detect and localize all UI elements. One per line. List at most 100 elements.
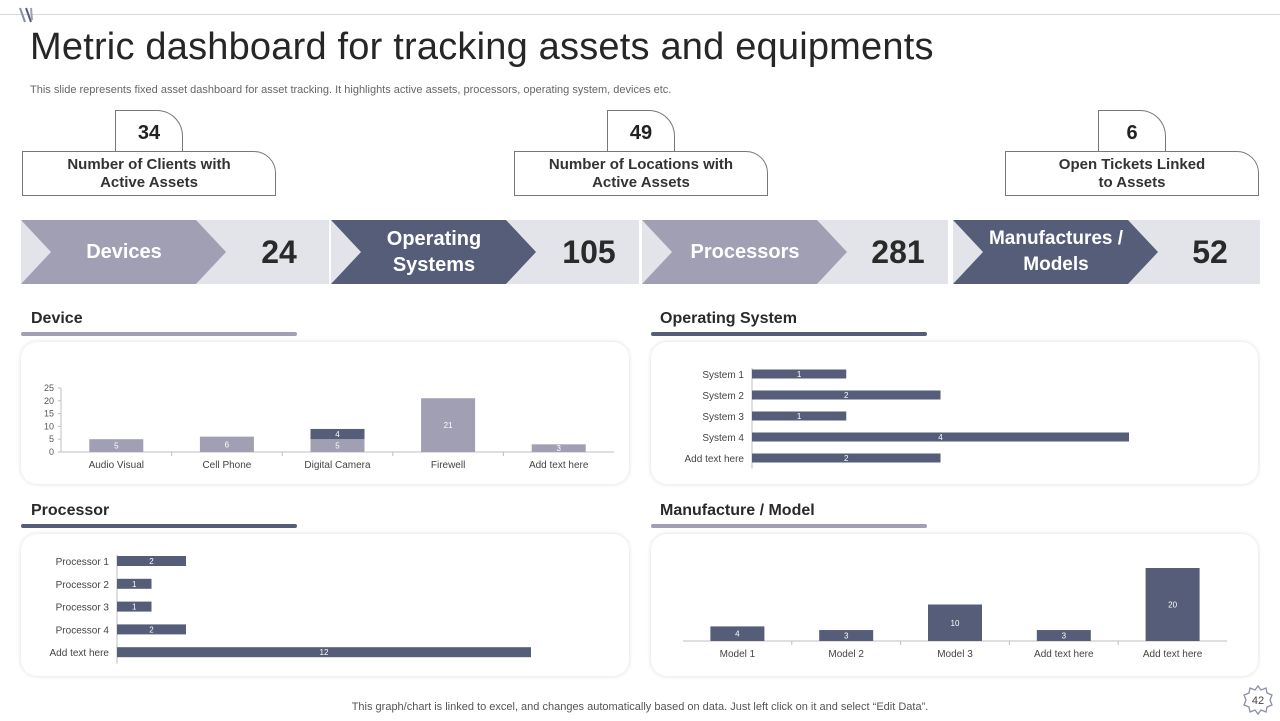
kpi-label: Number of Clients with Active Assets: [22, 151, 276, 196]
y-tick-label: 25: [44, 383, 54, 393]
category-label: Add text here: [1143, 649, 1203, 660]
manufacture-bar-chart[interactable]: 4 Model 1 3 Model 2 10 Model 3 3 Add text here 2…: [651, 534, 1258, 676]
category-label: Model 1: [720, 649, 756, 660]
manufacture-chart-panel[interactable]: 4 Model 1 3 Model 2 10 Model 3 3 Add text here 2…: [651, 534, 1258, 676]
category-arrow: [21, 220, 226, 284]
category-label: Processors: [690, 241, 800, 263]
data-label: 2: [844, 391, 849, 400]
category-label: Model 2: [828, 649, 864, 660]
data-label: 3: [556, 444, 561, 453]
data-label: 12: [320, 648, 329, 657]
section-title-device: Device: [31, 310, 83, 327]
category-processors: Processors 281: [642, 220, 948, 284]
bar: [89, 439, 144, 452]
bar: [1036, 630, 1091, 641]
bar: [752, 453, 941, 463]
kpi-label-line2: Active Assets: [592, 173, 690, 191]
logo-icon: [19, 7, 33, 23]
category-value: 105: [562, 233, 616, 270]
processor-bar-chart[interactable]: 2 Processor 1 1 Processor 2 1 Processor 3 2 Pro…: [21, 534, 629, 676]
category-label: Processor 3: [56, 603, 110, 614]
data-label: 1: [797, 412, 802, 421]
section-underline: [651, 524, 927, 528]
category-manufactures-models: Manufactures / Models 52: [953, 220, 1260, 284]
category-label: Firewell: [431, 460, 465, 471]
kpi-label: Number of Locations with Active Assets: [514, 151, 768, 196]
bar: [117, 556, 186, 566]
category-label: Add text here: [50, 648, 110, 659]
data-label: 1: [797, 370, 802, 379]
page-number-badge: 42: [1242, 684, 1274, 716]
section-underline: [21, 332, 297, 336]
top-divider: [0, 14, 1280, 15]
processor-chart-panel[interactable]: 2 Processor 1 1 Processor 2 1 Processor 3 2 Pro…: [21, 534, 629, 676]
data-label: 5: [114, 442, 119, 451]
device-bar-chart[interactable]: 0 5 10 15 20 25 5 Audio Visual 6 Cell Phone 5 4 Digi…: [21, 342, 629, 484]
bar: [117, 601, 152, 612]
bar: [117, 624, 186, 635]
category-label: Add text here: [685, 454, 745, 465]
data-label: 1: [132, 580, 137, 589]
category-arrow: [642, 220, 847, 284]
category-label: Add text here: [529, 460, 589, 471]
bar: [117, 647, 531, 658]
data-label: 2: [149, 625, 154, 634]
os-bar-chart[interactable]: 1 System 1 2 System 2 1 System 3 4 System 4 2 Add…: [651, 342, 1258, 484]
category-label: Digital Camera: [304, 460, 371, 471]
category-label: Audio Visual: [89, 460, 144, 471]
data-label: 10: [951, 619, 960, 628]
category-label: Cell Phone: [202, 460, 251, 471]
bar: [1145, 568, 1200, 641]
category-label: System 1: [702, 370, 744, 381]
category-operating-systems: Operating Systems 105: [331, 220, 639, 284]
bar: [421, 398, 476, 452]
bar: [928, 604, 982, 641]
y-tick-label: 10: [44, 421, 54, 431]
gear-icon: 42: [1243, 684, 1273, 716]
kpi-value: 49: [607, 110, 675, 153]
kpi-label-line1: Number of Locations with: [548, 155, 734, 173]
category-devices: Devices 24: [21, 220, 329, 284]
kpi-label-line1: Open Tickets Linked: [1058, 155, 1206, 173]
section-title-manufacture: Manufacture / Model: [660, 502, 815, 519]
section-title-processor: Processor: [31, 502, 110, 519]
category-label: Processor 4: [56, 625, 110, 636]
data-label: 3: [844, 632, 849, 641]
bar: [752, 390, 941, 400]
category-label: Processor 1: [56, 557, 110, 568]
device-chart-panel[interactable]: 0 5 10 15 20 25 5 Audio Visual 6 Cell Phone 5 4 Digi…: [21, 342, 629, 484]
bar: [310, 428, 365, 440]
section-underline: [651, 332, 927, 336]
kpi-clients: 34 Number of Clients with Active Assets: [22, 110, 277, 196]
kpi-label-line2: to Assets: [1098, 173, 1166, 191]
section-title-os: Operating System: [660, 310, 797, 327]
y-tick-label: 5: [49, 434, 54, 444]
y-tick-label: 0: [49, 447, 54, 457]
category-label: Add text here: [1034, 649, 1094, 660]
category-value: 24: [261, 233, 297, 270]
bar: [752, 369, 847, 379]
bar: [752, 411, 847, 421]
footer-note: This graph/chart is linked to excel, and…: [351, 701, 929, 713]
os-chart-panel[interactable]: 1 System 1 2 System 2 1 System 3 4 System 4 2 Add…: [651, 342, 1258, 484]
bar: [117, 578, 152, 589]
bar: [710, 626, 765, 641]
kpi-tickets: 6 Open Tickets Linked to Assets: [1005, 110, 1260, 196]
data-label: 4: [735, 630, 740, 639]
category-label: Processor 2: [56, 580, 110, 591]
data-label: 5: [335, 442, 340, 451]
category-label: Manufactures / Models: [988, 228, 1124, 275]
data-label: 6: [225, 440, 230, 449]
kpi-label: Open Tickets Linked to Assets: [1005, 151, 1259, 196]
category-value: 281: [871, 233, 925, 270]
bar: [310, 439, 365, 452]
category-arrow: [953, 220, 1158, 284]
y-tick-label: 20: [44, 396, 54, 406]
y-tick-label: 15: [44, 409, 54, 419]
kpi-locations: 49 Number of Locations with Active Assets: [514, 110, 769, 196]
section-underline: [21, 524, 297, 528]
category-label: System 4: [702, 433, 744, 444]
kpi-value: 34: [115, 110, 183, 153]
category-label: Operating Systems: [386, 228, 482, 276]
page-subtitle: This slide represents fixed asset dashbo…: [30, 84, 672, 96]
